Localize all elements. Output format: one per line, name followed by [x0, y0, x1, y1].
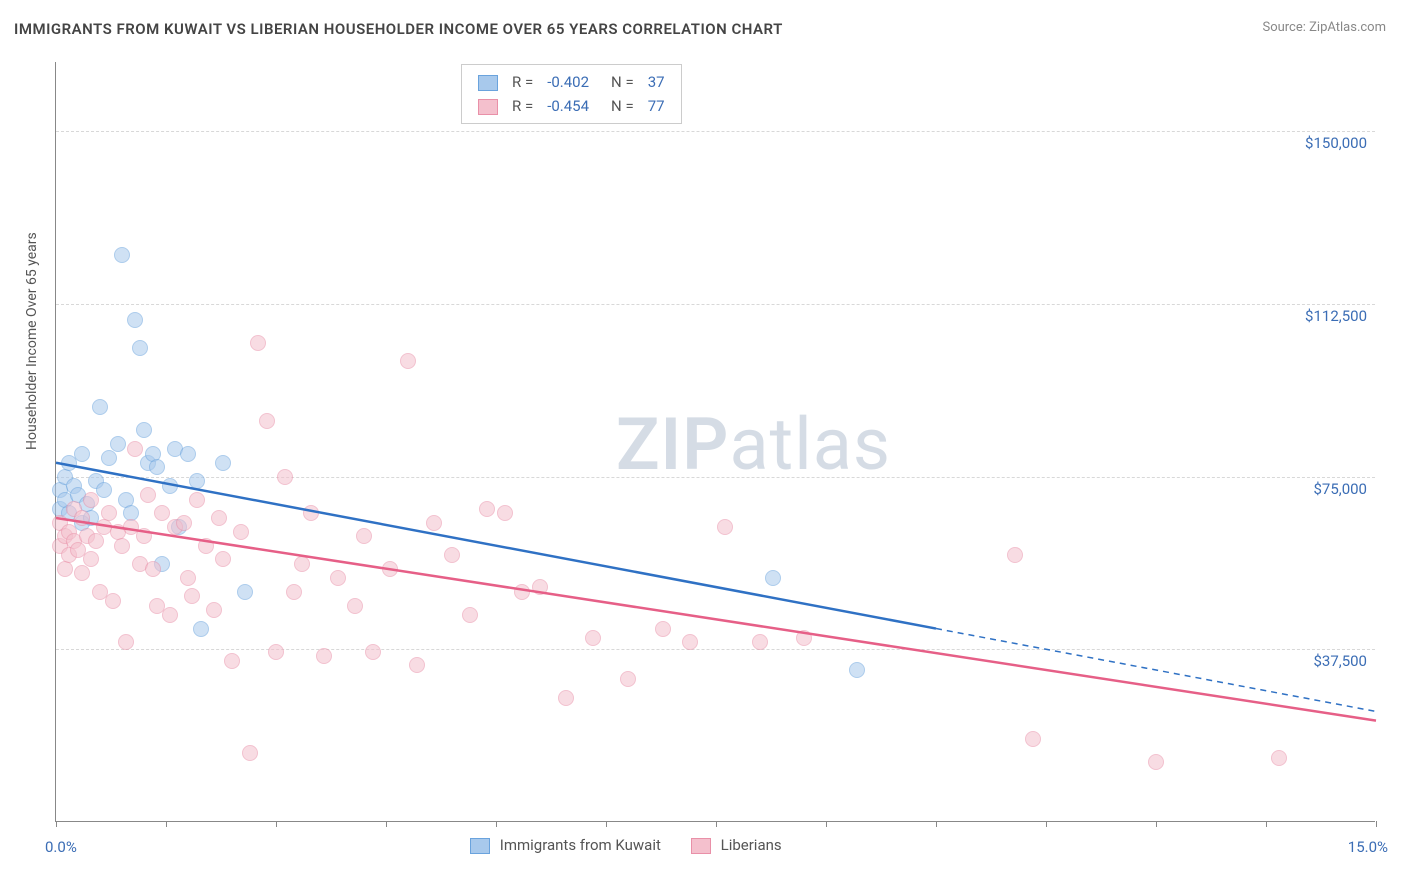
- x-tick: [386, 821, 387, 827]
- x-tick: [166, 821, 167, 827]
- trend-lines: [56, 62, 1375, 821]
- swatch-kuwait: [470, 838, 490, 854]
- x-tick: [1156, 821, 1157, 827]
- source-name: ZipAtlas.com: [1309, 20, 1386, 35]
- x-min-label: 0.0%: [45, 838, 77, 856]
- legend-item-liberians: Liberians: [691, 836, 782, 854]
- x-max-label: 15.0%: [1348, 838, 1388, 856]
- n-label: N =: [597, 71, 640, 93]
- x-tick: [826, 821, 827, 827]
- legend-label-liberians: Liberians: [721, 836, 782, 854]
- x-tick: [496, 821, 497, 827]
- trend-line-liberians: [56, 518, 1376, 721]
- x-tick: [1046, 821, 1047, 827]
- x-tick: [276, 821, 277, 827]
- r-label: R =: [506, 71, 539, 93]
- x-tick: [1266, 821, 1267, 827]
- legend-label-kuwait: Immigrants from Kuwait: [500, 836, 661, 854]
- x-tick: [56, 821, 57, 827]
- correlation-legend: R =-0.402N =37R =-0.454N =77: [461, 64, 682, 124]
- legend-row-liberians: R =-0.454N =77: [472, 95, 671, 117]
- correlation-chart: IMMIGRANTS FROM KUWAIT VS LIBERIAN HOUSE…: [0, 0, 1406, 892]
- swatch-kuwait: [478, 75, 498, 91]
- x-tick: [936, 821, 937, 827]
- n-label: N =: [597, 95, 640, 117]
- r-value-kuwait: -0.402: [541, 71, 595, 93]
- y-axis-label: Householder Income Over 65 years: [24, 232, 40, 450]
- legend-row-kuwait: R =-0.402N =37: [472, 71, 671, 93]
- n-value-kuwait: 37: [642, 71, 671, 93]
- chart-title: IMMIGRANTS FROM KUWAIT VS LIBERIAN HOUSE…: [14, 20, 783, 38]
- legend-item-kuwait: Immigrants from Kuwait: [470, 836, 661, 854]
- x-tick: [606, 821, 607, 827]
- trend-line-kuwait: [56, 463, 936, 629]
- r-value-liberians: -0.454: [541, 95, 595, 117]
- x-tick: [716, 821, 717, 827]
- swatch-liberians: [478, 99, 498, 115]
- source-prefix: Source:: [1262, 20, 1309, 35]
- r-label: R =: [506, 95, 539, 117]
- source-attribution: Source: ZipAtlas.com: [1262, 20, 1386, 35]
- trend-line-extend-kuwait: [936, 629, 1376, 712]
- x-tick: [1376, 821, 1377, 827]
- swatch-liberians: [691, 838, 711, 854]
- series-legend: Immigrants from Kuwait Liberians: [470, 836, 812, 854]
- n-value-liberians: 77: [642, 95, 671, 117]
- plot-area: ZIPatlas $37,500$75,000$112,500$150,000 …: [55, 62, 1375, 822]
